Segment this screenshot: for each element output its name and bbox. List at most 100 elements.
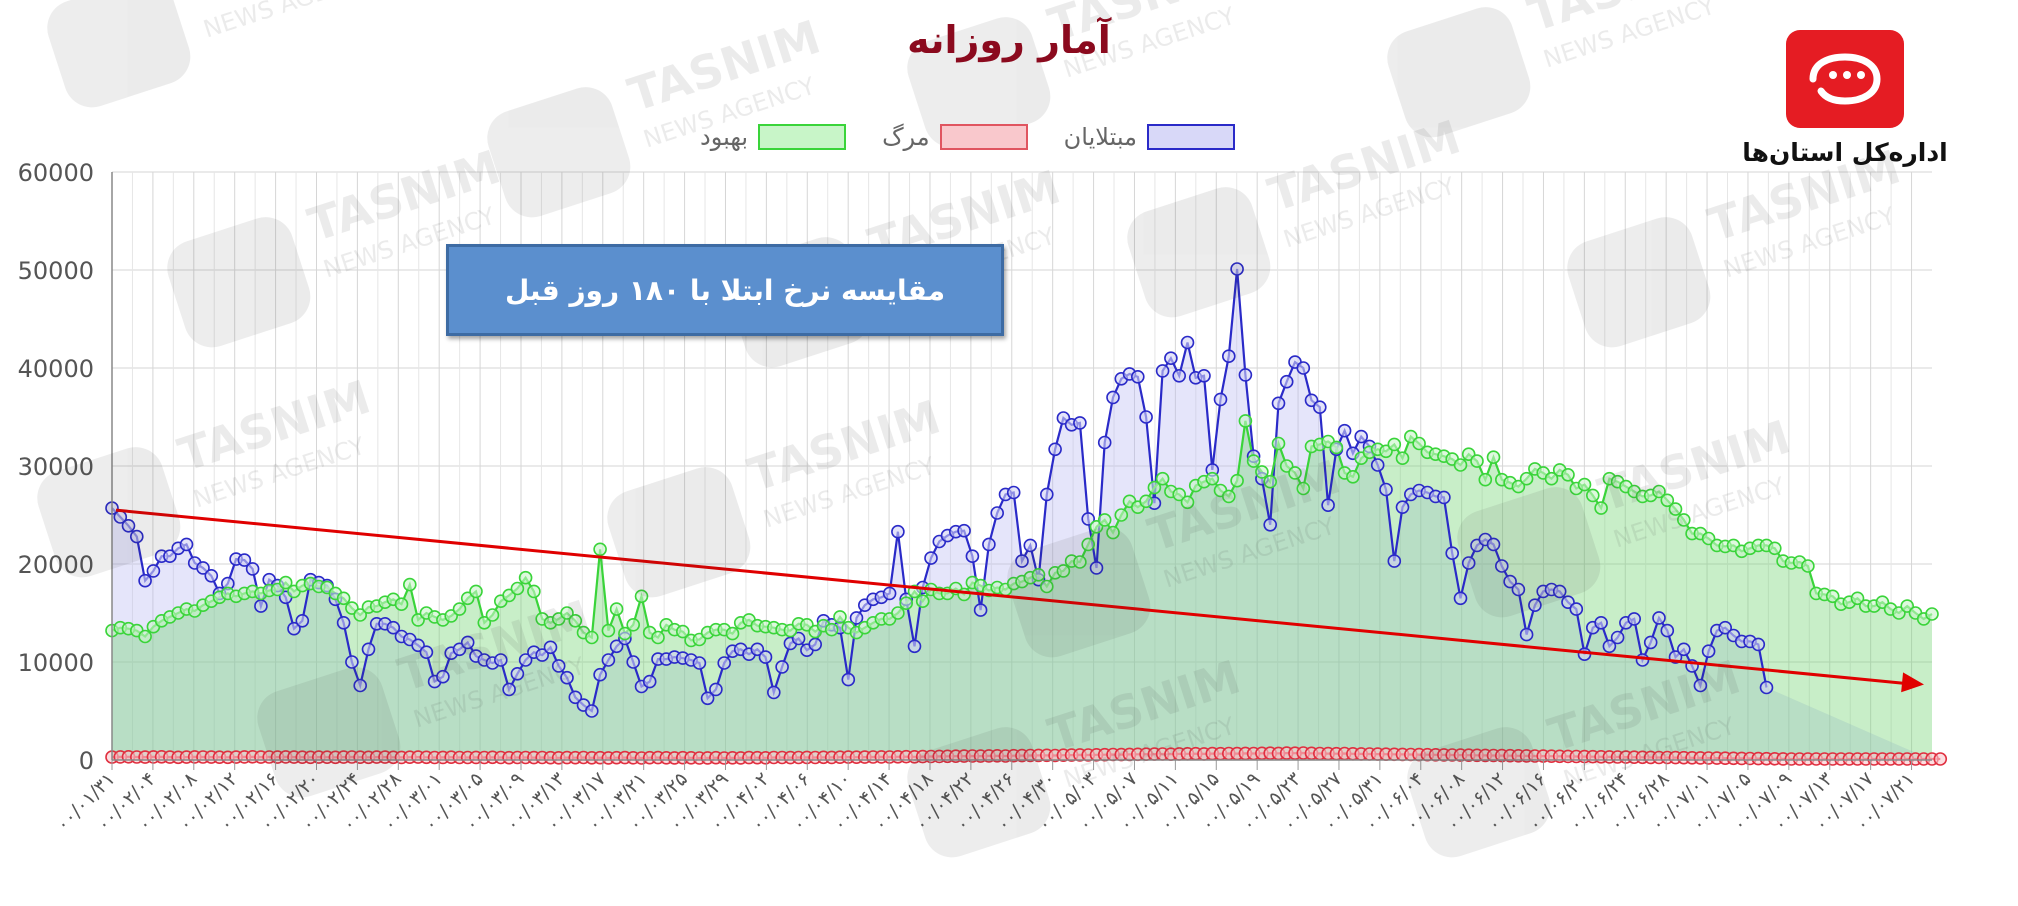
point-infected[interactable] [361, 642, 376, 657]
point-infected[interactable] [1321, 498, 1335, 513]
point-infected[interactable] [601, 653, 616, 667]
point-infected[interactable] [1271, 396, 1286, 411]
point-infected[interactable] [1131, 369, 1145, 384]
point-infected[interactable] [1263, 517, 1277, 532]
point-infected[interactable] [1511, 582, 1526, 597]
point-recovered[interactable] [1577, 477, 1592, 492]
point-infected[interactable] [882, 586, 897, 601]
point-infected[interactable] [560, 670, 574, 685]
point-infected[interactable] [1180, 335, 1195, 350]
point-infected[interactable] [1172, 368, 1186, 383]
point-recovered[interactable] [469, 584, 483, 599]
point-infected[interactable] [1387, 554, 1402, 568]
point-recovered[interactable] [651, 630, 665, 645]
point-recovered[interactable] [1230, 473, 1244, 488]
point-infected[interactable] [1015, 554, 1029, 568]
point-recovered[interactable] [402, 577, 417, 592]
point-recovered[interactable] [394, 597, 409, 612]
point-recovered[interactable] [618, 626, 632, 641]
point-recovered[interactable] [1486, 450, 1501, 465]
point-infected[interactable] [717, 656, 732, 670]
point-recovered[interactable] [1519, 471, 1534, 486]
point-infected[interactable] [460, 635, 475, 650]
point-recovered[interactable] [1031, 567, 1046, 582]
point-recovered[interactable] [518, 570, 533, 585]
point-recovered[interactable] [891, 606, 905, 620]
point-infected[interactable] [146, 564, 161, 578]
point-infected[interactable] [1602, 639, 1617, 654]
point-recovered[interactable] [1561, 467, 1575, 482]
point-recovered[interactable] [833, 610, 847, 624]
point-infected[interactable] [924, 551, 938, 565]
point-recovered[interactable] [527, 584, 541, 599]
point-recovered[interactable] [1172, 487, 1186, 502]
point-recovered[interactable] [353, 608, 368, 622]
point-recovered[interactable] [1346, 469, 1360, 484]
point-infected[interactable] [1569, 602, 1584, 616]
point-recovered[interactable] [336, 591, 351, 606]
point-infected[interactable] [692, 656, 707, 670]
point-infected[interactable] [163, 549, 177, 564]
point-infected[interactable] [1552, 584, 1567, 599]
point-infected[interactable] [1677, 642, 1691, 657]
point-infected[interactable] [1610, 630, 1625, 645]
point-infected[interactable] [1139, 410, 1153, 424]
point-recovered[interactable] [1263, 474, 1277, 489]
point-infected[interactable] [518, 653, 533, 667]
point-infected[interactable] [510, 666, 525, 681]
point-recovered[interactable] [1478, 472, 1493, 487]
point-infected[interactable] [179, 537, 194, 552]
point-infected[interactable] [1751, 637, 1766, 652]
point-recovered[interactable] [1246, 454, 1261, 468]
point-infected[interactable] [1461, 556, 1476, 570]
point-recovered[interactable] [1395, 451, 1410, 466]
point-recovered[interactable] [560, 606, 574, 620]
point-recovered[interactable] [1329, 440, 1344, 455]
point-infected[interactable] [245, 562, 260, 576]
point-recovered[interactable] [1850, 591, 1865, 606]
point-infected[interactable] [345, 655, 359, 669]
point-recovered[interactable] [957, 587, 971, 602]
point-infected[interactable] [1230, 262, 1244, 276]
point-infected[interactable] [551, 659, 566, 673]
point-recovered[interactable] [725, 626, 740, 641]
point-infected[interactable] [1081, 512, 1095, 526]
point-recovered[interactable] [1544, 471, 1559, 486]
point-recovered[interactable] [477, 615, 492, 630]
point-infected[interactable] [1089, 561, 1104, 575]
point-recovered[interactable] [1205, 471, 1220, 486]
point-deaths[interactable] [1933, 752, 1948, 766]
point-recovered[interactable] [1660, 493, 1675, 508]
point-infected[interactable] [535, 648, 550, 662]
point-infected[interactable] [1048, 442, 1062, 457]
point-recovered[interactable] [1222, 489, 1236, 504]
point-recovered[interactable] [510, 581, 525, 596]
point-recovered[interactable] [568, 613, 583, 628]
point-recovered[interactable] [1097, 513, 1112, 527]
point-infected[interactable] [1040, 487, 1054, 502]
point-infected[interactable] [709, 682, 723, 697]
point-recovered[interactable] [593, 542, 607, 557]
point-infected[interactable] [1718, 620, 1732, 635]
point-infected[interactable] [1701, 644, 1716, 659]
point-infected[interactable] [1519, 627, 1534, 642]
point-recovered[interactable] [1155, 471, 1170, 486]
point-recovered[interactable] [1288, 466, 1302, 480]
point-infected[interactable] [1213, 392, 1228, 407]
point-infected[interactable] [1354, 429, 1368, 444]
point-infected[interactable] [138, 573, 152, 588]
point-infected[interactable] [609, 639, 624, 654]
point-infected[interactable] [1313, 400, 1327, 415]
point-infected[interactable] [965, 549, 980, 564]
point-infected[interactable] [1635, 653, 1650, 667]
point-infected[interactable] [791, 631, 806, 646]
point-recovered[interactable] [626, 617, 641, 632]
point-recovered[interactable] [1296, 481, 1311, 496]
point-infected[interactable] [1073, 416, 1087, 430]
point-infected[interactable] [808, 637, 823, 652]
point-recovered[interactable] [1387, 437, 1402, 452]
point-infected[interactable] [502, 682, 516, 697]
point-infected[interactable] [1453, 591, 1468, 606]
point-recovered[interactable] [138, 629, 152, 644]
point-infected[interactable] [907, 639, 922, 654]
